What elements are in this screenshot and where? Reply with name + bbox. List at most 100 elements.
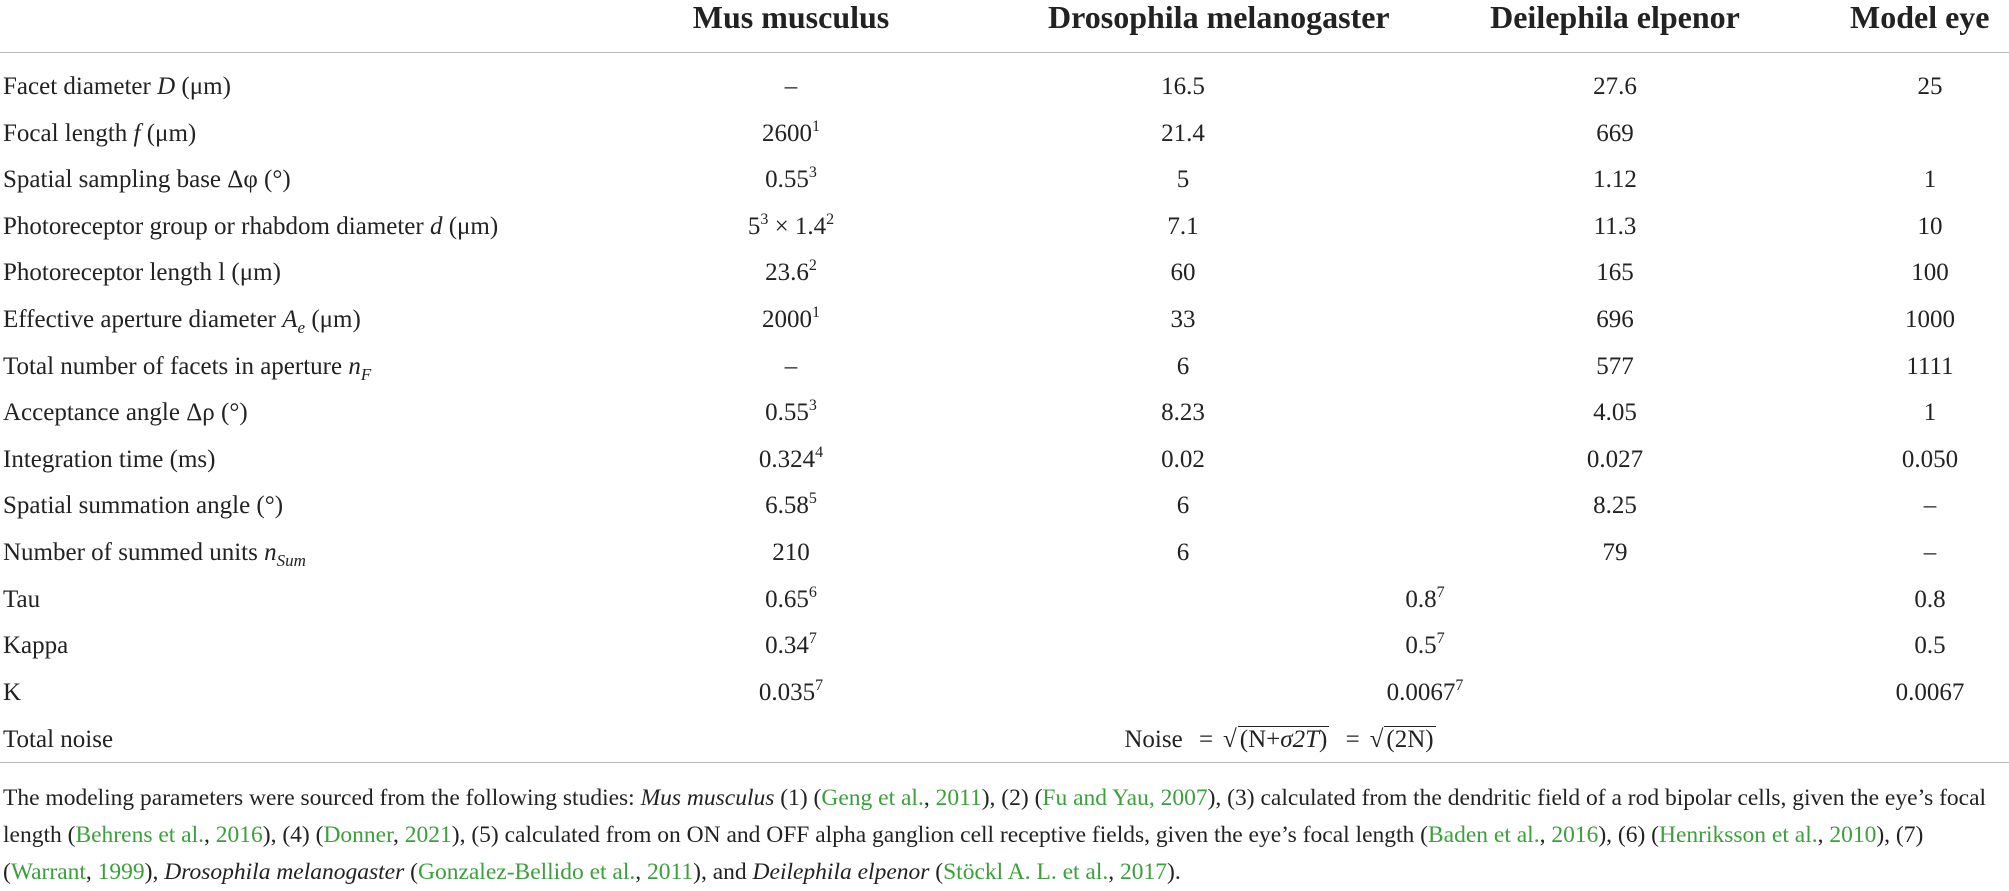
table-row: Facet diameter D (μm) – 16.5 27.6 25 [0,64,2009,110]
cell-mus-musculus: – [784,352,798,380]
table-footnote: The modeling parameters were sourced fro… [3,785,1987,885]
citation-link[interactable]: Stöckl A. L. et al. [943,859,1109,885]
noise-prefix: Noise [1124,726,1183,753]
cell-deilephila: 669 [1596,119,1634,147]
cell-deilephila: 27.6 [1593,73,1637,100]
cell-deilephila: 79 [1602,539,1628,566]
row-label: Spatial summation angle (°) [3,492,284,520]
cell-mus-musculus: 26001 [762,117,820,147]
citation-link[interactable]: 2010 [1829,822,1877,848]
cell-mus-musculus: 0.553 [765,164,817,194]
row-label: Total number of facets in aperture nF [3,352,372,384]
citation-link[interactable]: Behrens et al. [75,822,205,848]
table-row: Spatial summation angle (°) 6.585 6 8.25 – [0,483,2009,529]
cell-model-eye: 10 [1917,212,1943,240]
row-label: Spatial sampling base Δφ (°) [3,166,291,194]
cell-deilephila: 8.25 [1593,492,1637,520]
table-row: Number of summed units nSum 210 6 79 – [0,530,2009,576]
table-row: Integration time (ms) 0.3244 0.02 0.027 0.05… [0,437,2009,483]
citation-link[interactable]: 1999 [97,859,145,885]
cell-model-eye: 1 [1923,399,1937,427]
cell-deilephila: 165 [1596,259,1634,287]
row-label: Tau [3,585,41,613]
cell-model-eye: 1 [1923,166,1937,194]
table-row: K 0.0357 0.00677 0.0067 [0,670,2009,716]
cell-model-eye: 100 [1911,259,1949,287]
citation-link[interactable]: Gonzalez-Bellido et al. [417,859,636,885]
citation-link[interactable]: Donner [323,822,393,848]
cell-drosophila: 8.23 [1161,399,1205,427]
table-row: Total number of facets in aperture nF – 6 5… [0,344,2009,390]
table-row: Kappa 0.347 0.57 0.5 [0,623,2009,669]
cell-model-eye: – [1923,492,1937,520]
cell-deilephila: 0.027 [1586,445,1644,473]
citation-link[interactable]: 2021 [404,822,452,848]
cell-drosophila: 60 [1170,259,1196,287]
cell-drosophila: 6 [1176,492,1190,520]
cell-shared-value: 0.57 [1405,630,1445,660]
cell-shared-value: 0.87 [1405,583,1445,613]
header-model-eye: Model eye [1850,0,1990,35]
cell-model-eye: 1000 [1905,306,1955,333]
cell-mus-musculus: 20001 [762,304,820,334]
cell-shared-value: 0.00677 [1386,676,1464,706]
cell-mus-musculus: 0.553 [765,397,817,427]
row-label: Integration time (ms) [3,445,216,473]
equals-sign: = [1345,726,1360,753]
table-row: Tau 0.656 0.87 0.8 [0,577,2009,623]
cell-model-eye: – [1923,539,1937,566]
cell-deilephila: 11.3 [1593,212,1637,240]
table-row: Photoreceptor group or rhabdom diameter … [0,204,2009,250]
cell-drosophila: 6 [1176,352,1190,380]
row-label: Photoreceptor group or rhabdom diameter … [3,212,499,240]
citation-link[interactable]: 2016 [215,822,263,848]
table-row: Photoreceptor length l (μm) 23.62 60 165 100 [0,250,2009,296]
cell-mus-musculus: 210 [772,539,810,566]
cell-deilephila: 1.12 [1593,166,1637,194]
citation-link[interactable]: 2017 [1120,859,1167,885]
sqrt-term-2: (2N) [1384,726,1436,753]
row-label: Facet diameter D (μm) [3,73,231,100]
cell-drosophila: 16.5 [1161,73,1205,100]
row-label: Focal length f (μm) [3,119,197,147]
cell-mus-musculus: 0.0357 [758,676,824,706]
cell-mus-musculus: 6.585 [765,490,817,520]
table-row: Acceptance angle Δρ (°) 0.553 8.23 4.05 1 [0,390,2009,436]
equals-sign: = [1198,726,1214,753]
header-mus-musculus: Mus musculus [692,0,890,35]
citation-link[interactable]: Baden et al. [1427,822,1540,848]
citation-link[interactable]: Fu and Yau, 2007 [1042,785,1208,811]
row-label: Effective aperture diameter Ae (μm) [3,306,361,337]
cell-model-eye: 0.0067 [1895,678,1965,706]
noise-formula: Noise = √ (N+σ2T) = √ (2N) [1124,726,1436,753]
row-label: Total noise [3,726,114,753]
citation-link[interactable]: Henriksson et al. [1659,822,1818,848]
header-deilephila: Deilephila elpenor [1490,0,1740,35]
citation-link[interactable]: 2011 [647,859,694,885]
cell-model-eye: 0.050 [1901,445,1959,473]
cell-model-eye: 0.5 [1914,632,1946,660]
cell-mus-musculus: 0.656 [765,583,817,613]
citation-link[interactable]: Warrant [10,859,86,885]
row-label: Kappa [3,632,69,660]
cell-drosophila: 5 [1176,166,1190,194]
table-row: Spatial sampling base Δφ (°) 0.553 5 1.12 1 [0,157,2009,203]
citation-link[interactable]: 2016 [1551,822,1599,848]
cell-drosophila: 7.1 [1167,212,1199,240]
row-label: Photoreceptor length l (μm) [3,259,281,287]
citation-link[interactable]: 2011 [935,785,982,811]
cell-deilephila: 696 [1596,306,1634,333]
table-row: Focal length f (μm) 26001 21.4 669 [0,111,2009,157]
cell-mus-musculus: 0.3244 [758,443,824,473]
citation-link[interactable]: Geng et al. [821,785,924,811]
cell-drosophila: 0.02 [1161,445,1205,473]
cell-model-eye: 1111 [1906,352,1954,380]
sqrt-term-1: (N+σ2T) [1237,726,1330,753]
cell-mus-musculus: 0.347 [765,630,817,660]
cell-mus-musculus: – [784,73,798,100]
row-label: Acceptance angle Δρ (°) [3,399,248,427]
cell-mus-musculus: 23.62 [765,257,817,287]
table-footer-rule [0,762,2009,763]
cell-model-eye: 0.8 [1914,585,1946,613]
row-label: K [3,678,22,706]
